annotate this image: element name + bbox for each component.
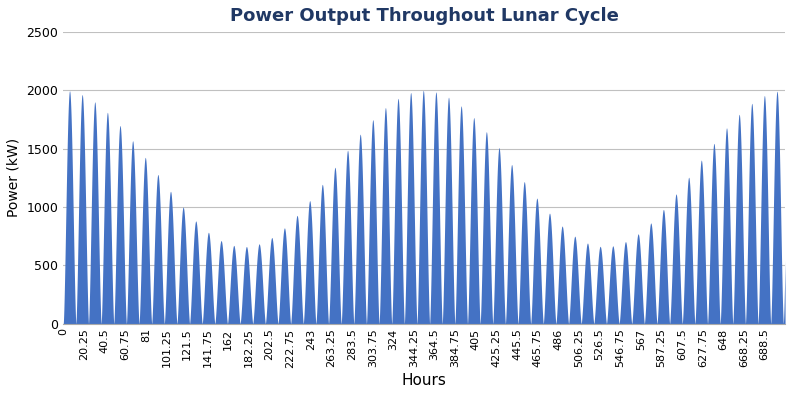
X-axis label: Hours: Hours	[402, 373, 447, 388]
Title: Power Output Throughout Lunar Cycle: Power Output Throughout Lunar Cycle	[230, 7, 619, 25]
Y-axis label: Power (kW): Power (kW)	[7, 138, 21, 217]
